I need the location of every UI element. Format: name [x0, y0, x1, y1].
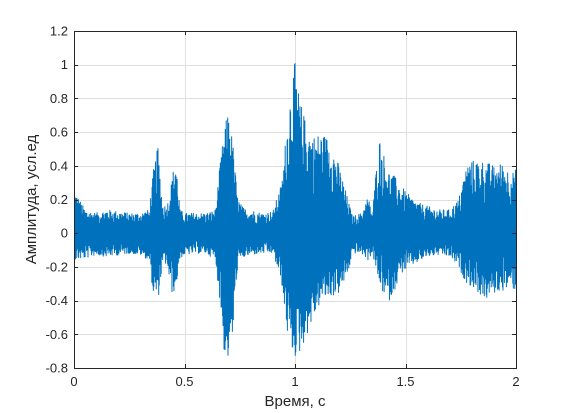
y-tick-label: 0.4 — [50, 158, 68, 173]
y-tick-label: -0.2 — [46, 259, 68, 274]
y-tick-label: -0.6 — [46, 327, 68, 342]
signal-series — [74, 63, 516, 356]
x-tick-label: 0 — [70, 374, 77, 389]
y-tick-label: 0 — [61, 226, 68, 241]
y-tick-label: 0.8 — [50, 91, 68, 106]
y-axis-label: Амплитуда, усл.ед — [23, 134, 40, 264]
x-axis-label: Время, с — [265, 393, 326, 410]
y-tick-label: 1 — [61, 57, 68, 72]
y-tick-label: 0.6 — [50, 125, 68, 140]
x-tick-label: 1 — [291, 374, 298, 389]
y-tick-label: 0.2 — [50, 192, 68, 207]
signal-line — [74, 63, 516, 356]
y-tick-label: -0.8 — [46, 361, 68, 376]
x-tick-label: 2 — [512, 374, 519, 389]
y-tick-label: -0.4 — [46, 293, 68, 308]
tick-marks — [74, 31, 517, 369]
y-tick-label: 1.2 — [50, 24, 68, 39]
x-tick-label: 1.5 — [396, 374, 414, 389]
y-tick-labels: -0.8 -0.6 -0.4 -0.2 0 0.2 0.4 0.6 0.8 1 1.2 — [46, 24, 68, 376]
x-tick-labels: 0 0.5 1 1.5 2 — [70, 374, 519, 389]
x-tick-label: 0.5 — [175, 374, 193, 389]
